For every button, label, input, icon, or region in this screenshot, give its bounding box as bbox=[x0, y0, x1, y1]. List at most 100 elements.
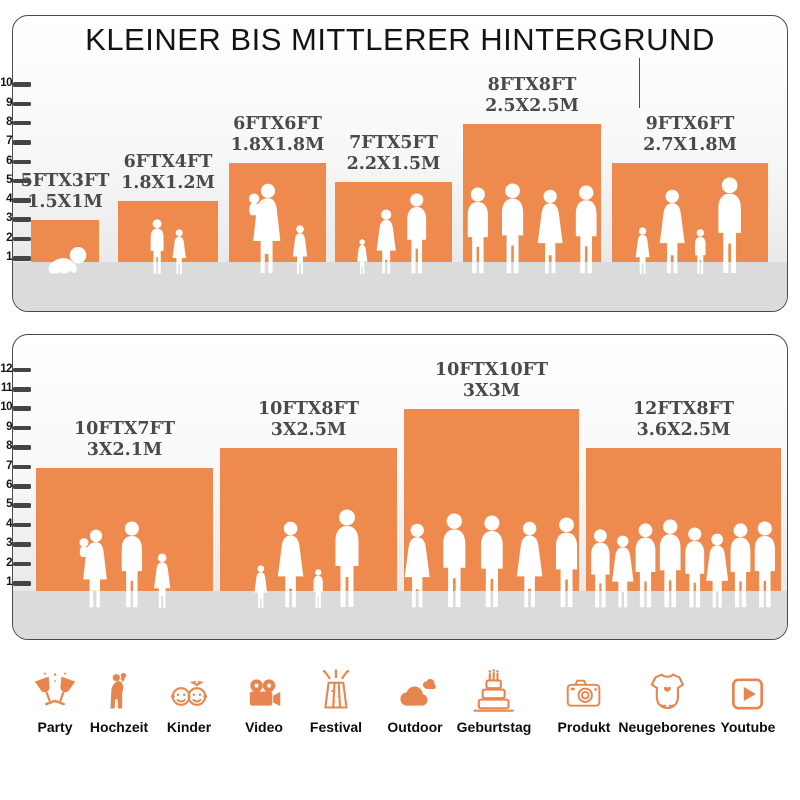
bar-size-label-ft: 6FTX6FT bbox=[233, 113, 322, 134]
bar-size-label: 6FTX4FT 1.8X1.2M bbox=[121, 152, 215, 194]
y-axis-tick-label: 5 bbox=[6, 498, 12, 511]
category-item-party: Party bbox=[32, 664, 78, 735]
bar-size-label-ft: 6FTX4FT bbox=[123, 152, 213, 173]
bar-size-label: 5FTX3FT 1.5X1M bbox=[21, 171, 110, 213]
y-axis-tick-mark bbox=[13, 561, 31, 567]
silhouette-boy bbox=[150, 219, 164, 274]
bar-size-label: 10FTX8FT 3X2.5M bbox=[258, 399, 359, 441]
y-axis-tick-label: 1 bbox=[6, 251, 12, 263]
bar-size-label-m: 1.8X1.8M bbox=[230, 134, 325, 155]
silhouette-man bbox=[443, 513, 466, 608]
size-bar-10ftx8ft bbox=[220, 448, 397, 591]
category-label: Geburtstag bbox=[456, 719, 532, 735]
y-axis-tick-mark bbox=[13, 140, 31, 145]
people-silhouette-group bbox=[586, 519, 781, 609]
size-bar-6ftx4ft bbox=[118, 201, 218, 262]
bar-size-label-ft: 12FTX8FT bbox=[632, 399, 735, 420]
size-bar-8ftx8ft bbox=[463, 123, 601, 262]
category-label: Neugeborenes bbox=[618, 719, 716, 735]
category-item-video: Video bbox=[241, 664, 287, 735]
category-item-youtube: Youtube bbox=[721, 664, 775, 735]
bar-size-label-m: 3X2.1M bbox=[86, 439, 163, 460]
silhouette-boy bbox=[695, 229, 706, 275]
size-bar-5ftx3ft bbox=[31, 220, 99, 262]
y-axis-tick-mark bbox=[13, 581, 31, 586]
bar-size-label-ft: 5FTX3FT bbox=[20, 171, 110, 192]
category-label: Festival bbox=[309, 719, 363, 735]
y-axis-tick-label: 2 bbox=[6, 556, 12, 569]
y-axis-tick-label: 3 bbox=[6, 212, 12, 225]
silhouette-man bbox=[755, 521, 776, 608]
silhouette-woman-child bbox=[79, 529, 107, 608]
bar-size-label-ft: 10FTX8FT bbox=[257, 399, 360, 420]
baby-onesie-icon bbox=[650, 673, 684, 710]
people-silhouette-group bbox=[36, 521, 213, 609]
category-label: Hochzeit bbox=[89, 719, 149, 735]
y-axis-tick-label: 5 bbox=[6, 173, 12, 186]
category-item-festival: Festival bbox=[310, 664, 362, 735]
y-axis-tick-label: 2 bbox=[6, 231, 12, 244]
people-silhouette-group bbox=[463, 183, 601, 275]
y-axis-tick-mark bbox=[13, 387, 31, 392]
bar-size-label-ft: 7FTX5FT bbox=[349, 132, 438, 153]
wedding-icon bbox=[110, 672, 127, 709]
kids-icon bbox=[170, 680, 208, 706]
bar-size-label-m: 3.6X2.5M bbox=[636, 420, 731, 441]
silhouette-man bbox=[121, 521, 142, 608]
silhouette-baby bbox=[48, 246, 86, 275]
y-axis-tick-mark bbox=[13, 159, 31, 164]
silhouette-woman-child bbox=[248, 183, 281, 274]
bar-size-label: 10FTX7FT 3X2.1M bbox=[74, 419, 175, 461]
silhouette-man bbox=[407, 193, 427, 274]
birthday-cake-icon bbox=[473, 669, 515, 712]
infographic-title: KLEINER BIS MITTLERER HINTERGRUND bbox=[85, 22, 715, 57]
panel-small-medium: 5FTX3FT 1.5X1M 6FTX4FT 1.8X1.2M 6FTX6FT 1.8X1… bbox=[0, 15, 789, 312]
silhouette-girl bbox=[635, 227, 650, 275]
bar-size-label: 6FTX6FT 1.8X1.8M bbox=[231, 114, 325, 156]
bar-size-label-ft: 10FTX7FT bbox=[73, 418, 176, 439]
y-axis-tick-label: 7 bbox=[6, 459, 12, 472]
y-axis-tick-mark bbox=[13, 217, 31, 222]
people-silhouette-group bbox=[335, 193, 452, 275]
y-axis-tick-label: 8 bbox=[6, 440, 12, 453]
video-camera-icon bbox=[249, 679, 281, 707]
silhouette-man bbox=[502, 183, 524, 274]
bar-size-label: 9FTX6FT 2.7X1.8M bbox=[643, 114, 737, 156]
y-axis-tick-mark bbox=[13, 522, 31, 528]
people-silhouette-group bbox=[229, 183, 326, 275]
y-axis-tick-mark bbox=[13, 367, 31, 373]
silhouette-woman bbox=[277, 521, 304, 608]
y-axis-tick-mark bbox=[13, 425, 31, 431]
category-label: Kinder bbox=[166, 719, 212, 735]
y-axis-tick-mark bbox=[13, 101, 31, 107]
silhouette-man bbox=[718, 177, 741, 274]
y-axis-tick-mark bbox=[13, 464, 31, 470]
y-axis-tick-label: 10 bbox=[0, 77, 12, 90]
y-axis-tick-label: 3 bbox=[6, 537, 12, 550]
y-axis-tick-label: 10 bbox=[0, 401, 12, 414]
y-axis-tick-mark bbox=[13, 198, 31, 203]
people-silhouette-group bbox=[220, 509, 397, 609]
category-label: Outdoor bbox=[387, 719, 443, 735]
silhouette-woman bbox=[376, 209, 396, 274]
panel-large: 10FTX7FT 3X2.1M 10FTX8FT 3X2.5M 10FTX10FT 3X3… bbox=[0, 334, 789, 640]
category-item-hochzeit: Hochzeit bbox=[90, 664, 148, 735]
y-axis-tick-mark bbox=[13, 484, 31, 489]
silhouette-girl bbox=[153, 553, 170, 608]
y-axis-tick-mark bbox=[13, 82, 31, 87]
bar-size-label: 10FTX10FT 3X3M bbox=[435, 360, 548, 402]
silhouette-girl bbox=[172, 229, 187, 275]
y-axis-tick-label: 4 bbox=[6, 193, 12, 206]
play-button-icon bbox=[732, 678, 764, 710]
category-item-neugeborenes: Neugeborenes bbox=[618, 664, 716, 735]
y-axis-tick-label: 11 bbox=[0, 382, 13, 394]
people-silhouette-group bbox=[404, 513, 579, 609]
silhouette-woman bbox=[404, 523, 430, 608]
y-axis-tick-label: 6 bbox=[6, 154, 12, 167]
y-axis-tick-label: 7 bbox=[6, 135, 12, 148]
category-label: Produkt bbox=[557, 719, 611, 735]
y-axis-tick-mark bbox=[13, 178, 31, 184]
category-item-kinder: Kinder bbox=[165, 664, 213, 735]
y-axis-tick-label: 12 bbox=[0, 362, 12, 375]
